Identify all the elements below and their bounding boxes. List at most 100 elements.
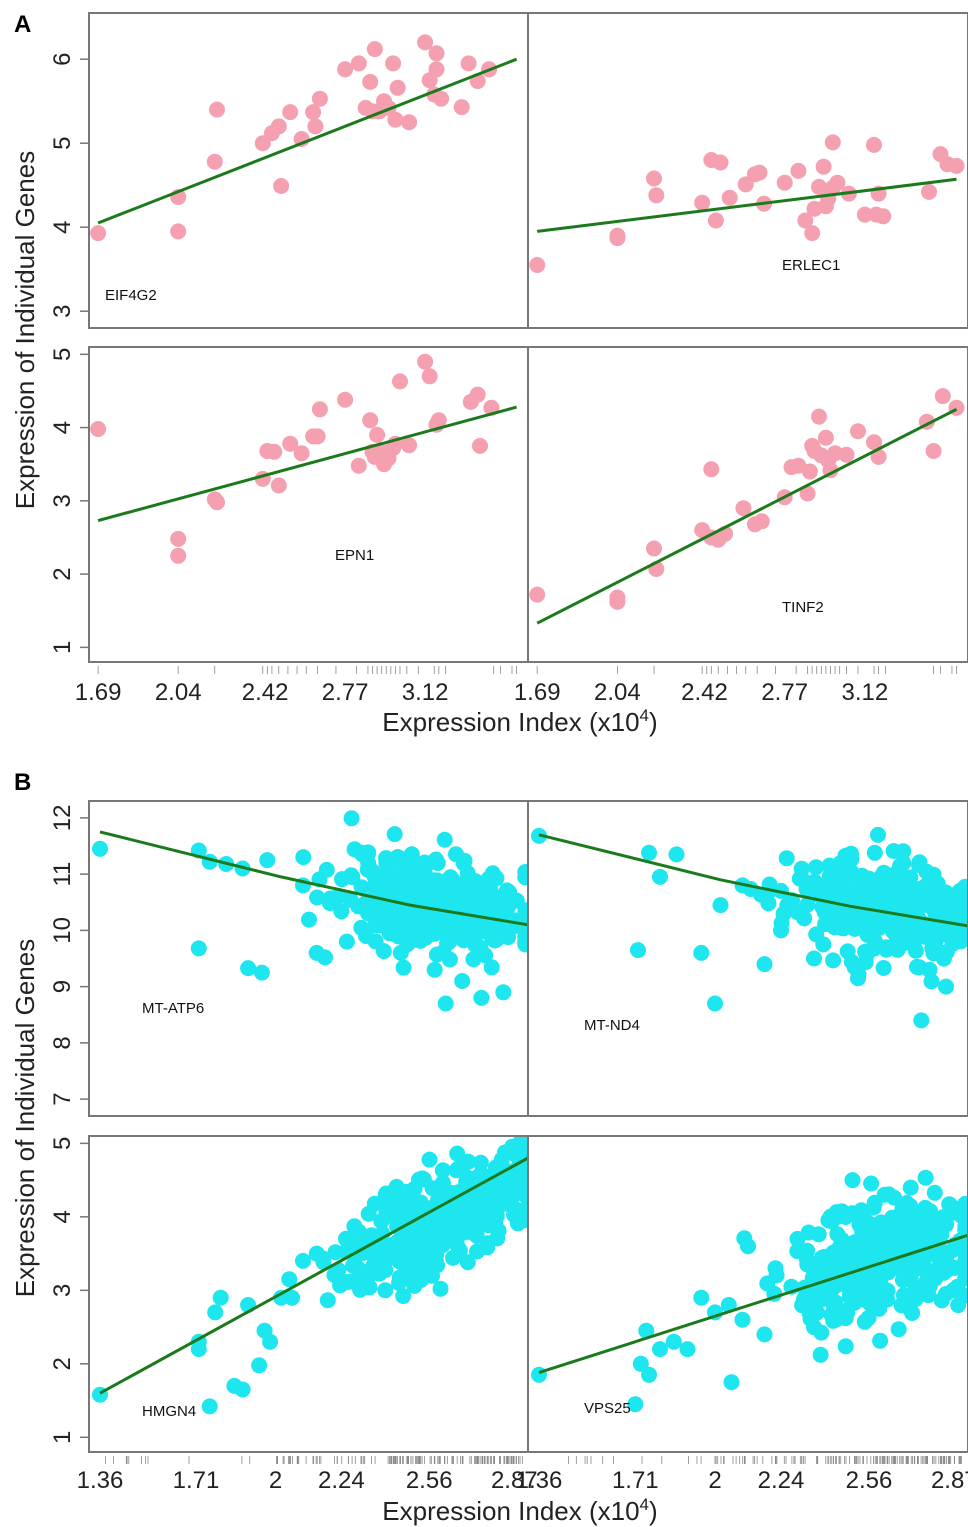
chart-b-mt-atp6-cloud-point xyxy=(462,878,479,895)
chart-b-vps25-cloud-point xyxy=(859,1239,876,1256)
chart-b-mt-atp6-point xyxy=(473,989,490,1006)
chart-b-vps25-cloud-point xyxy=(957,1270,968,1287)
chart-b-mt-nd4-cloud-point xyxy=(895,843,912,860)
chart-a-eif4g2-y-tick-label: 3 xyxy=(49,305,76,318)
chart-b-mt-atp6-cloud-point xyxy=(360,905,376,922)
chart-b-hmgn4-cloud-point xyxy=(517,1178,528,1195)
chart-b-vps25-point xyxy=(740,1238,756,1255)
chart-a-eif4g2-point xyxy=(389,79,406,96)
chart-b-mt-atp6-cloud-point xyxy=(353,844,370,861)
chart-b-mt-nd4-point xyxy=(668,846,685,863)
chart-a-x-tick-label: 2.42 xyxy=(681,679,728,706)
x-axis-title-a-text: Expression Index (x10 xyxy=(382,707,639,737)
chart-a-erlec1-point xyxy=(282,435,299,452)
chart-b-mt-atp6-cloud-point xyxy=(395,959,412,976)
chart-a-erlec1-y-tick-label: 1 xyxy=(49,641,76,654)
chart-b-mt-atp6-cloud-point xyxy=(301,911,317,928)
chart-b-mt-nd4-cloud-point xyxy=(911,857,927,874)
chart-b-vps25-point xyxy=(789,1230,806,1247)
chart-a-eif4g2-point xyxy=(387,111,404,128)
chart-b-mt-nd4-cloud-point xyxy=(866,844,883,861)
chart-b-mt-atp6-y-tick-label: 7 xyxy=(49,1092,76,1105)
chart-a-epn1-point xyxy=(609,230,626,247)
chart-b-vps25-cloud-point xyxy=(945,1199,962,1216)
chart-b-vps25-cloud-point xyxy=(934,1209,951,1226)
chart-a-tinf2-point xyxy=(801,463,818,480)
chart-b-hmgn4-point xyxy=(234,1381,251,1398)
chart-b-mt-atp6-point xyxy=(437,995,454,1012)
chart-b-vps25-point xyxy=(767,1260,784,1277)
chart-a-eif4g2-gene-label: EIF4G2 xyxy=(105,287,157,304)
chart-b-hmgn4-cloud-point xyxy=(422,1211,439,1228)
chart-b-vps25-cloud-point xyxy=(916,1227,933,1243)
chart-a-erlec1-point xyxy=(430,412,447,429)
chart-b-mt-atp6-cloud-point xyxy=(426,872,443,889)
chart-b-vps25-cloud-point xyxy=(957,1254,968,1271)
chart-b-mt-atp6-cloud-point xyxy=(435,944,452,961)
chart-b-hmgn4-y-tick-label: 4 xyxy=(49,1210,76,1223)
chart-b-mt-nd4-cloud-point xyxy=(858,886,875,903)
chart-a-erlec1-point xyxy=(401,437,418,454)
chart-b-vps25-cloud-point xyxy=(901,1300,918,1317)
chart-b-mt-nd4-cloud-point xyxy=(892,857,909,874)
chart-a-erlec1-point xyxy=(337,391,354,408)
chart-b-mt-nd4-cloud-point xyxy=(912,921,929,938)
chart-a-tinf2-point xyxy=(934,388,951,405)
chart-b-x-tick-label: 1.71 xyxy=(612,1467,659,1494)
x-axis-title-b-close: ) xyxy=(649,1496,658,1526)
chart-b-hmgn4-cloud-point xyxy=(434,1162,451,1179)
chart-b-mt-atp6-point xyxy=(399,936,416,953)
chart-b-vps25-cloud-point xyxy=(945,1282,962,1299)
chart-b-mt-atp6-cloud-point xyxy=(517,928,528,945)
chart-b-vps25-point xyxy=(693,1289,710,1306)
chart-a-epn1-point xyxy=(856,206,873,223)
chart-a-erlec1-fit-line xyxy=(97,405,517,523)
chart-b-vps25-cloud-point xyxy=(829,1276,846,1293)
chart-a-eif4g2-y-tick-label: 6 xyxy=(49,53,76,66)
chart-a-eif4g2-point xyxy=(350,55,367,72)
chart-b-vps25-cloud-point xyxy=(837,1338,854,1355)
chart-b-hmgn4-cloud-point xyxy=(424,1180,441,1197)
chart-b-mt-atp6-point xyxy=(253,964,270,981)
chart-b-vps25-cloud-point xyxy=(916,1211,933,1228)
chart-b-mt-nd4-cloud-point xyxy=(825,902,842,919)
chart-b-vps25-cloud-point xyxy=(813,1249,830,1266)
chart-b-mt-nd4-cloud-point xyxy=(843,845,859,862)
chart-b-x-tick-label: 2 xyxy=(708,1467,721,1494)
chart-b-hmgn4-point xyxy=(349,1260,366,1277)
chart-b-vps25-cloud-point xyxy=(917,1169,934,1186)
chart-a-erlec1-point xyxy=(469,386,486,403)
chart-b-hmgn4-cloud-point xyxy=(319,1292,336,1309)
chart-a-epn1-point xyxy=(751,164,768,181)
chart-b-mt-nd4-panel xyxy=(531,826,968,1029)
chart-a-epn1-frame xyxy=(527,12,968,329)
chart-b-vps25-cloud-point xyxy=(917,1274,934,1291)
chart-b-mt-atp6-cloud-point xyxy=(343,810,360,827)
chart-a-eif4g2-point xyxy=(311,90,328,107)
chart-b-mt-atp6-cloud-point xyxy=(309,889,326,906)
chart-a-tinf2-point xyxy=(646,540,662,557)
chart-b-x-tick-label: 2.24 xyxy=(758,1467,805,1494)
chart-b-hmgn4-cloud-point xyxy=(435,1214,452,1231)
chart-a-epn1-point xyxy=(921,183,937,200)
chart-a-erlec1-point xyxy=(270,477,287,494)
chart-b-vps25-cloud-point xyxy=(837,1257,854,1274)
chart-b-hmgn4-cloud-point xyxy=(401,1255,418,1272)
chart-a-tinf2-point xyxy=(817,429,834,446)
chart-a-tinf2-point xyxy=(609,593,626,610)
chart-b-mt-atp6-gene-label: MT-ATP6 xyxy=(142,1000,204,1017)
chart-b-mt-nd4-cloud-point xyxy=(817,916,834,932)
chart-a-eif4g2-point xyxy=(90,225,107,242)
chart-b-vps25-cloud-point xyxy=(865,1199,882,1216)
chart-b-mt-nd4-cloud-point xyxy=(815,936,832,953)
chart-b-vps25-gene-label: VPS25 xyxy=(584,1400,631,1417)
chart-b-x-tick-label: 2.56 xyxy=(846,1467,893,1494)
chart-b-hmgn4-cloud-point xyxy=(408,1215,425,1232)
chart-b-mt-nd4-cloud-point xyxy=(873,868,890,884)
chart-b-vps25-cloud-point xyxy=(932,1255,948,1272)
chart-a-tinf2-fit-line xyxy=(536,407,958,625)
chart-b-hmgn4-cloud-point xyxy=(450,1160,467,1177)
chart-b-vps25-cloud-point xyxy=(886,1234,903,1251)
chart-b-mt-nd4-point xyxy=(712,897,729,914)
